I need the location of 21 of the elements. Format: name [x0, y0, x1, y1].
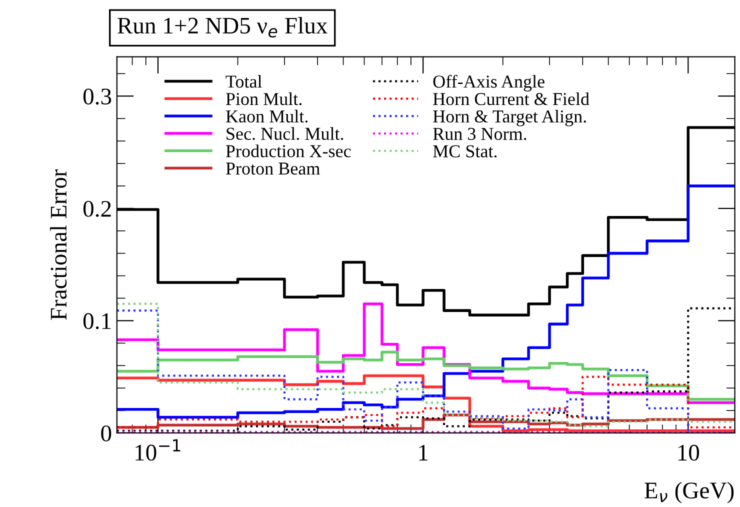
legend-label: Horn & Target Align. [433, 110, 586, 126]
legend-label: Sec. Nucl. Mult. [226, 127, 344, 140]
y-tick-label: 0.1 [83, 313, 111, 330]
y-tick-label: 0.2 [83, 200, 111, 217]
x-tick-label: 10$^{−1}$ [136, 439, 180, 461]
x-tick-label: 10 [678, 444, 700, 461]
legend-label: Proton Beam [226, 162, 320, 175]
y-tick-label: 0 [101, 425, 112, 442]
y-tick-label: 0.3 [83, 88, 112, 105]
chart-title: Run 1+2 ND5 ν$_{e}$ Flux [118, 17, 328, 38]
legend-label: Production X-sec [226, 144, 351, 158]
legend-label: MC Stat. [433, 145, 497, 158]
legend-label: Total [226, 75, 262, 88]
legend-label: Horn Current & Field [433, 92, 590, 106]
y-axis-title: Fractional Error [50, 169, 67, 320]
legend-label: Kaon Mult. [226, 110, 308, 123]
x-tick-label: 1 [419, 444, 428, 460]
legend-label: Off-Axis Angle [433, 74, 544, 92]
legend-label: Pion Mult. [226, 92, 302, 106]
x-axis-title: E$_{ν}$ (GeV) [644, 482, 734, 504]
legend-label: Run 3 Norm. [433, 128, 526, 140]
